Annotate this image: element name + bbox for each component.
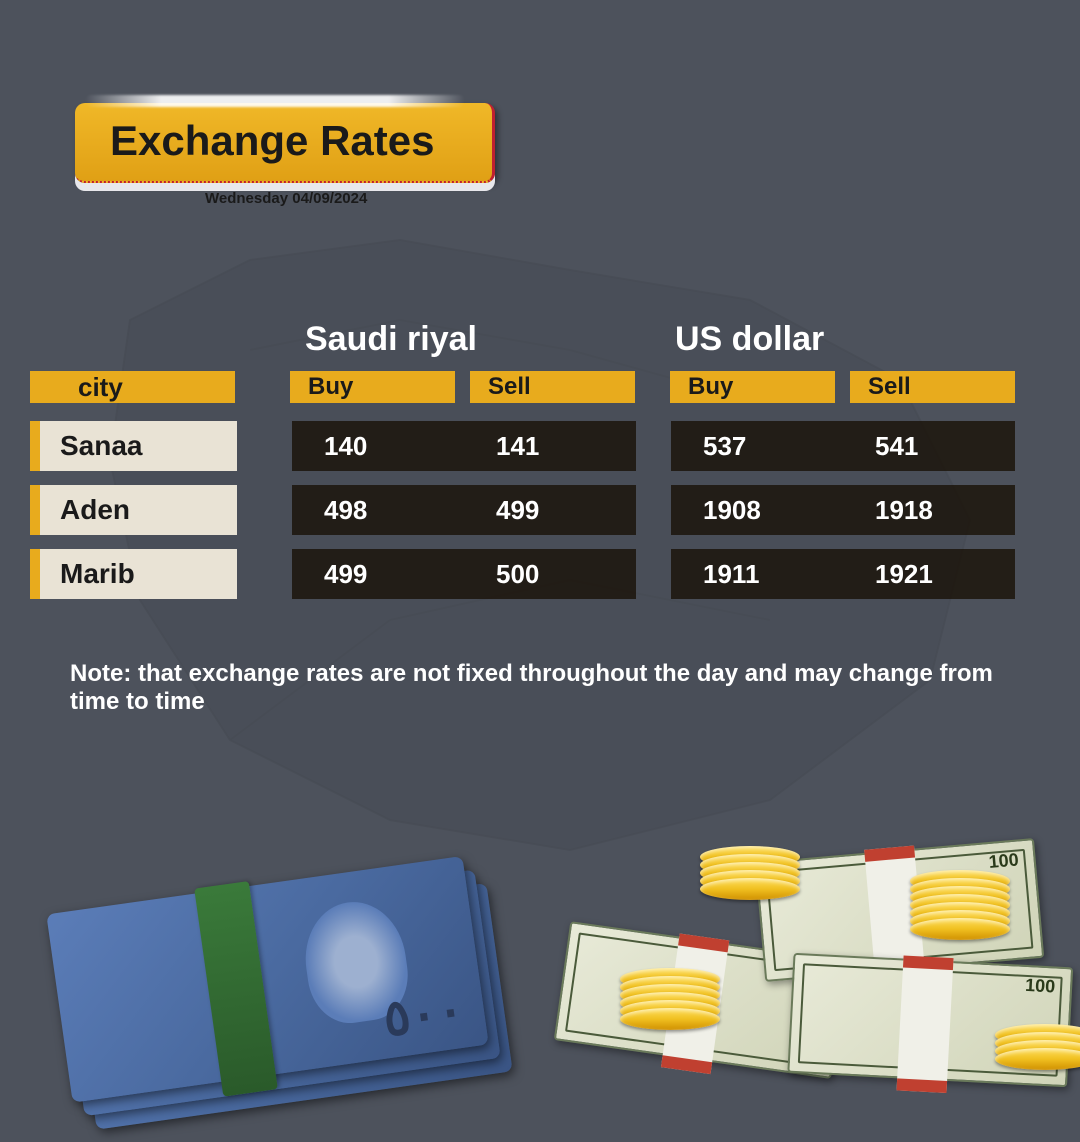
coin-stack-icon <box>620 968 720 1030</box>
sar-subheader-group: Buy Sell <box>290 371 635 403</box>
sar-group: 499 500 <box>292 549 636 599</box>
usd-buy-value: 1908 <box>671 485 843 535</box>
sar-sell-value: 499 <box>464 485 636 535</box>
sar-buy-value: 499 <box>292 549 464 599</box>
table-row: Sanaa 140 141 537 541 <box>30 421 1050 471</box>
header-spacer <box>30 320 305 359</box>
city-cell: Aden <box>30 485 237 535</box>
usd-sell-value: 541 <box>843 421 1015 471</box>
currency-header-usd: US dollar <box>675 320 1035 359</box>
sar-buy-value: 140 <box>292 421 464 471</box>
coin-stack-icon <box>910 870 1010 940</box>
rates-table: Saudi riyal US dollar city Buy Sell Buy … <box>30 320 1050 613</box>
sar-group: 498 499 <box>292 485 636 535</box>
coin-stack-icon <box>700 846 800 900</box>
table-row: Aden 498 499 1908 1918 <box>30 485 1050 535</box>
usd-buy-header: Buy <box>670 371 835 403</box>
usd-buy-value: 537 <box>671 421 843 471</box>
page-title: Exchange Rates <box>110 117 434 165</box>
money-illustration <box>0 800 1080 1080</box>
usd-sell-value: 1921 <box>843 549 1015 599</box>
sar-sell-value: 500 <box>464 549 636 599</box>
dollar-and-coins <box>540 810 1080 1100</box>
sar-buy-value: 498 <box>292 485 464 535</box>
riyal-banknote-stack <box>46 848 553 1142</box>
coin-stack-icon <box>995 1024 1080 1070</box>
usd-sell-value: 1918 <box>843 485 1015 535</box>
sar-buy-header: Buy <box>290 371 455 403</box>
usd-group: 537 541 <box>671 421 1015 471</box>
sar-group: 140 141 <box>292 421 636 471</box>
currency-header-sar: Saudi riyal <box>305 320 675 359</box>
usd-buy-value: 1911 <box>671 549 843 599</box>
sar-sell-value: 141 <box>464 421 636 471</box>
city-cell: Marib <box>30 549 237 599</box>
page-date: Wednesday 04/09/2024 <box>205 190 367 207</box>
title-banner: Exchange Rates Wednesday 04/09/2024 <box>65 95 505 210</box>
sub-header-row: city Buy Sell Buy Sell <box>30 371 1050 403</box>
title-highlight <box>85 95 465 107</box>
table-row: Marib 499 500 1911 1921 <box>30 549 1050 599</box>
money-band-icon <box>897 956 954 1093</box>
usd-group: 1908 1918 <box>671 485 1015 535</box>
currency-header-row: Saudi riyal US dollar <box>30 320 1050 359</box>
usd-sell-header: Sell <box>850 371 1015 403</box>
city-cell: Sanaa <box>30 421 237 471</box>
sar-sell-header: Sell <box>470 371 635 403</box>
usd-subheader-group: Buy Sell <box>670 371 1015 403</box>
disclaimer-note: Note: that exchange rates are not fixed … <box>70 660 1010 716</box>
usd-group: 1911 1921 <box>671 549 1015 599</box>
city-column-header: city <box>30 371 235 403</box>
